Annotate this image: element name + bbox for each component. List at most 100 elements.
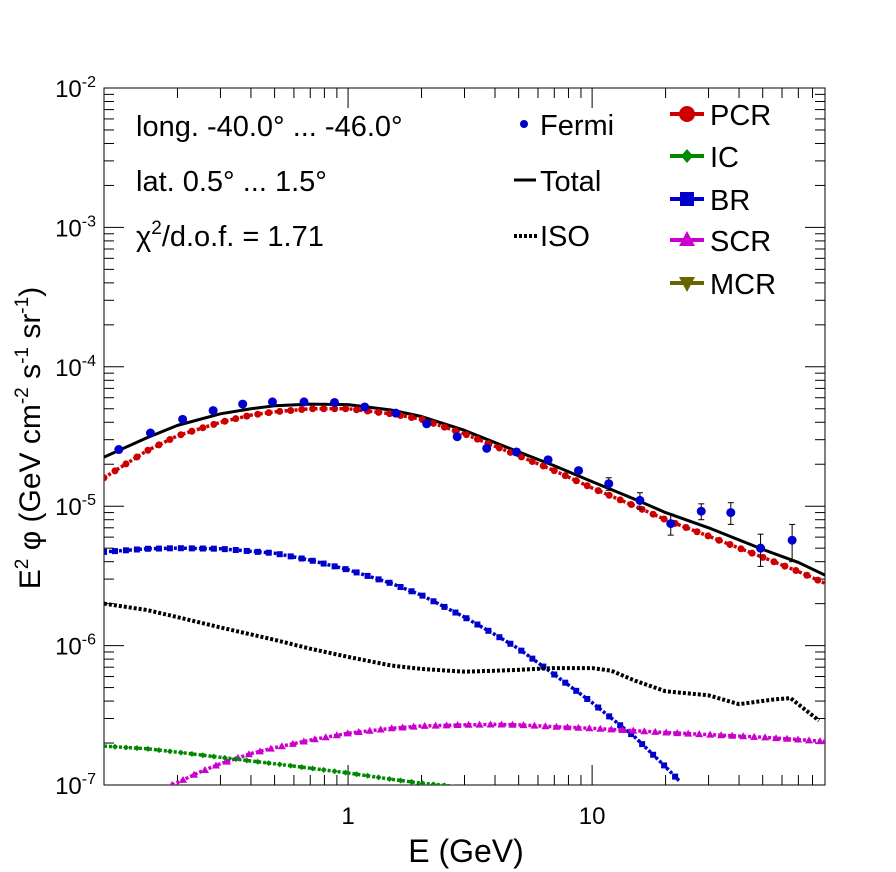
marker-scr	[530, 721, 539, 729]
legend-label-pcr: PCR	[710, 100, 771, 132]
marker-ic	[441, 782, 448, 785]
marker-br	[243, 547, 250, 554]
marker-pcr	[770, 558, 778, 566]
marker-br	[584, 695, 591, 702]
marker-pcr	[682, 524, 690, 532]
legend-label-iso: ISO	[540, 221, 590, 253]
marker-scr	[629, 726, 638, 734]
fermi-point	[635, 495, 645, 505]
marker-pcr	[528, 457, 536, 465]
marker-ic	[188, 750, 195, 757]
marker-pcr	[155, 441, 163, 449]
marker-pcr	[704, 532, 712, 540]
marker-pcr	[429, 419, 437, 427]
marker-pcr	[539, 462, 547, 470]
marker-ic	[309, 765, 316, 772]
y-tick-label: 10-2	[55, 74, 96, 103]
marker-br	[331, 563, 338, 570]
marker-scr	[728, 731, 737, 739]
marker-br	[463, 615, 470, 622]
marker-scr	[255, 747, 264, 755]
series-total	[104, 402, 825, 577]
marker-ic	[111, 743, 118, 750]
marker-pcr	[572, 477, 580, 485]
marker-scr	[552, 722, 561, 730]
marker-pcr	[133, 453, 141, 461]
marker-pcr	[331, 405, 339, 413]
marker-scr	[299, 737, 308, 745]
marker-br	[276, 551, 283, 558]
marker-scr	[607, 725, 616, 733]
marker-br	[518, 647, 525, 654]
marker-ic	[133, 745, 140, 752]
marker-br	[232, 547, 239, 554]
marker-ic	[265, 760, 272, 767]
marker-scr	[211, 761, 220, 769]
legend-components: PCR IC BR SCR MCR	[670, 100, 776, 301]
marker-scr	[387, 724, 396, 732]
marker-pcr	[221, 417, 229, 425]
marker-scr	[508, 720, 517, 728]
marker-scr	[596, 724, 605, 732]
y-axis-title: E2 φ (GeV cm-2 s-1 sr-1)	[12, 287, 47, 589]
marker-br	[287, 553, 294, 560]
series-line-br	[104, 546, 682, 784]
marker-pcr	[660, 515, 668, 523]
legend-marker-ic	[681, 149, 693, 163]
marker-scr	[398, 723, 407, 731]
marker-scr	[343, 729, 352, 737]
fermi-point	[512, 447, 522, 457]
series-line-iso	[104, 601, 821, 723]
marker-br	[617, 722, 624, 729]
marker-br	[104, 548, 107, 555]
marker-ic	[155, 747, 162, 754]
marker-scr	[805, 736, 814, 744]
marker-scr	[717, 731, 726, 739]
marker-br	[122, 547, 129, 554]
marker-br	[144, 545, 151, 552]
marker-scr	[200, 765, 209, 773]
marker-br	[221, 546, 228, 553]
marker-scr	[354, 728, 363, 736]
marker-ic	[298, 764, 305, 771]
marker-pcr	[232, 415, 240, 423]
marker-scr	[815, 737, 824, 745]
legend-label-br: BR	[710, 185, 750, 217]
fermi-point	[114, 445, 124, 455]
legend-data: Fermi Total ISO	[514, 110, 614, 253]
marker-ic	[342, 769, 349, 776]
marker-pcr	[353, 406, 361, 414]
legend-label-mcr: MCR	[710, 269, 776, 301]
marker-scr	[651, 727, 660, 735]
marker-scr	[409, 722, 418, 730]
fermi-point	[756, 543, 766, 553]
marker-br	[672, 773, 679, 780]
marker-ic	[177, 749, 184, 756]
legend-label-ic: IC	[710, 142, 739, 174]
legend-marker-scr	[679, 231, 695, 246]
marker-br	[529, 655, 536, 662]
marker-scr	[332, 731, 341, 739]
y-tick-label: 10-3	[55, 213, 96, 242]
series-line-total	[104, 402, 825, 577]
marker-ic	[430, 781, 437, 785]
marker-scr	[563, 723, 572, 731]
marker-scr	[376, 725, 385, 733]
fermi-point	[299, 397, 309, 407]
marker-scr	[706, 730, 715, 738]
marker-scr	[288, 739, 297, 747]
marker-pcr	[177, 431, 185, 439]
marker-scr	[695, 730, 704, 738]
marker-pcr	[298, 406, 306, 414]
fermi-point	[726, 508, 736, 518]
fermi-point	[574, 466, 584, 476]
marker-pcr	[408, 414, 416, 422]
series-iso	[104, 601, 821, 723]
marker-pcr	[342, 405, 350, 413]
marker-scr	[684, 729, 693, 737]
marker-scr	[574, 723, 583, 731]
marker-pcr	[792, 567, 800, 575]
marker-ic	[419, 780, 426, 785]
marker-pcr	[111, 467, 119, 475]
marker-br	[265, 549, 272, 556]
